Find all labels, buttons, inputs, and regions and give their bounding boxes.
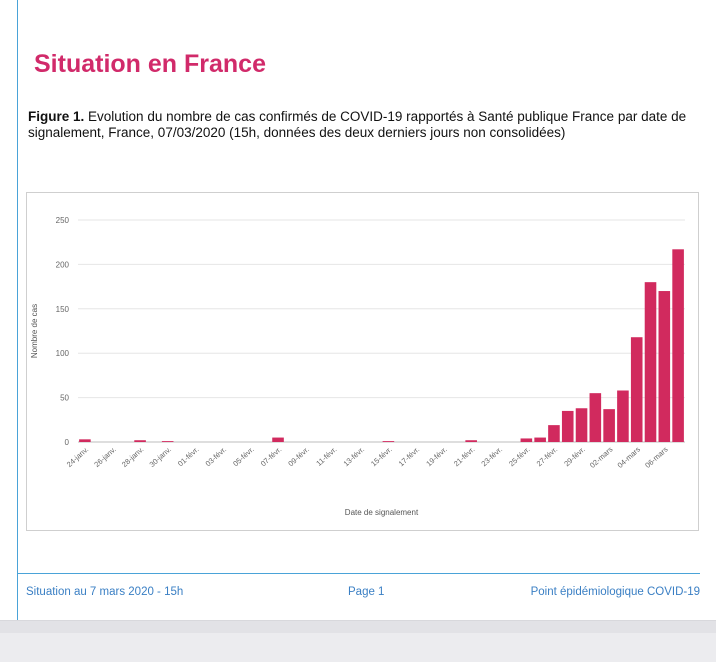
- bar: [617, 390, 629, 442]
- left-margin-rule: [17, 0, 18, 620]
- x-tick-label: 11-févr.: [314, 445, 338, 468]
- x-tick-label: 29-févr.: [562, 445, 587, 468]
- y-tick-label: 150: [56, 305, 70, 314]
- report-page: Situation en France Figure 1. Evolution …: [17, 0, 700, 620]
- footer-page-number: Page 1: [348, 586, 385, 598]
- x-tick-label: 03-févr.: [204, 445, 229, 468]
- x-tick-label: 26-janv.: [92, 445, 117, 469]
- y-tick-label: 0: [65, 438, 70, 447]
- footer-date: Situation au 7 mars 2020 - 15h: [26, 586, 184, 598]
- figure-caption: Figure 1. Evolution du nombre de cas con…: [28, 109, 688, 141]
- x-tick-label: 01-févr.: [176, 445, 201, 468]
- bar: [272, 437, 284, 442]
- x-tick-label: 13-févr.: [342, 445, 367, 468]
- bar: [382, 441, 395, 442]
- x-tick-label: 27-févr.: [535, 445, 560, 468]
- x-tick-label: 15-févr.: [369, 445, 394, 468]
- y-axis-title: Nombre de cas: [30, 304, 39, 358]
- bar: [589, 393, 602, 442]
- x-tick-label: 05-févr.: [231, 445, 256, 468]
- x-tick-label: 19-févr.: [424, 445, 449, 468]
- bar: [672, 249, 684, 442]
- x-tick-label: 06-mars: [643, 445, 670, 470]
- bar: [520, 438, 533, 442]
- bar: [134, 440, 146, 442]
- bar: [79, 439, 91, 442]
- figure-caption-text: Evolution du nombre de cas confirmés de …: [28, 109, 687, 140]
- x-tick-label: 30-janv.: [148, 445, 173, 469]
- bar: [548, 425, 560, 442]
- x-tick-label: 24-janv.: [65, 445, 90, 469]
- bar: [658, 291, 671, 442]
- bar: [465, 440, 477, 442]
- y-tick-label: 50: [60, 394, 69, 403]
- x-tick-label: 04-mars: [616, 445, 643, 470]
- bar: [603, 409, 615, 442]
- x-tick-label: 07-févr.: [259, 445, 284, 468]
- y-tick-label: 200: [56, 260, 70, 269]
- x-tick-label: 23-févr.: [479, 445, 504, 468]
- x-tick-label: 21-févr.: [452, 445, 477, 468]
- cases-bar-chart: 0 50 100 150 200 250 24-janv. 26-janv. 28-janv. 3…: [30, 216, 685, 517]
- footer-rule: [17, 573, 700, 574]
- x-tick-label: 28-janv.: [120, 445, 145, 469]
- bar: [575, 408, 588, 442]
- viewer-bottom-bar: [0, 620, 716, 662]
- x-tick-label: 02-mars: [588, 445, 615, 470]
- bar: [534, 437, 546, 442]
- section-title: Situation en France: [34, 50, 266, 78]
- footer-publication: Point épidémiologique COVID-19: [530, 586, 700, 598]
- y-tick-label: 100: [56, 349, 70, 358]
- x-axis-title: Date de signalement: [345, 508, 419, 517]
- x-tick-label: 25-févr.: [507, 445, 532, 468]
- figure-label: Figure 1.: [28, 109, 85, 124]
- bar: [644, 282, 657, 442]
- x-tick-label: 09-févr.: [286, 445, 311, 468]
- viewer-bottom-shade: [0, 621, 716, 633]
- bar: [561, 410, 574, 442]
- chart-container: 0 50 100 150 200 250 24-janv. 26-janv. 28-janv. 3…: [26, 192, 699, 531]
- x-tick-label: 17-févr.: [397, 445, 422, 468]
- y-tick-label: 250: [56, 216, 70, 225]
- bar: [630, 337, 643, 442]
- bar: [161, 441, 174, 442]
